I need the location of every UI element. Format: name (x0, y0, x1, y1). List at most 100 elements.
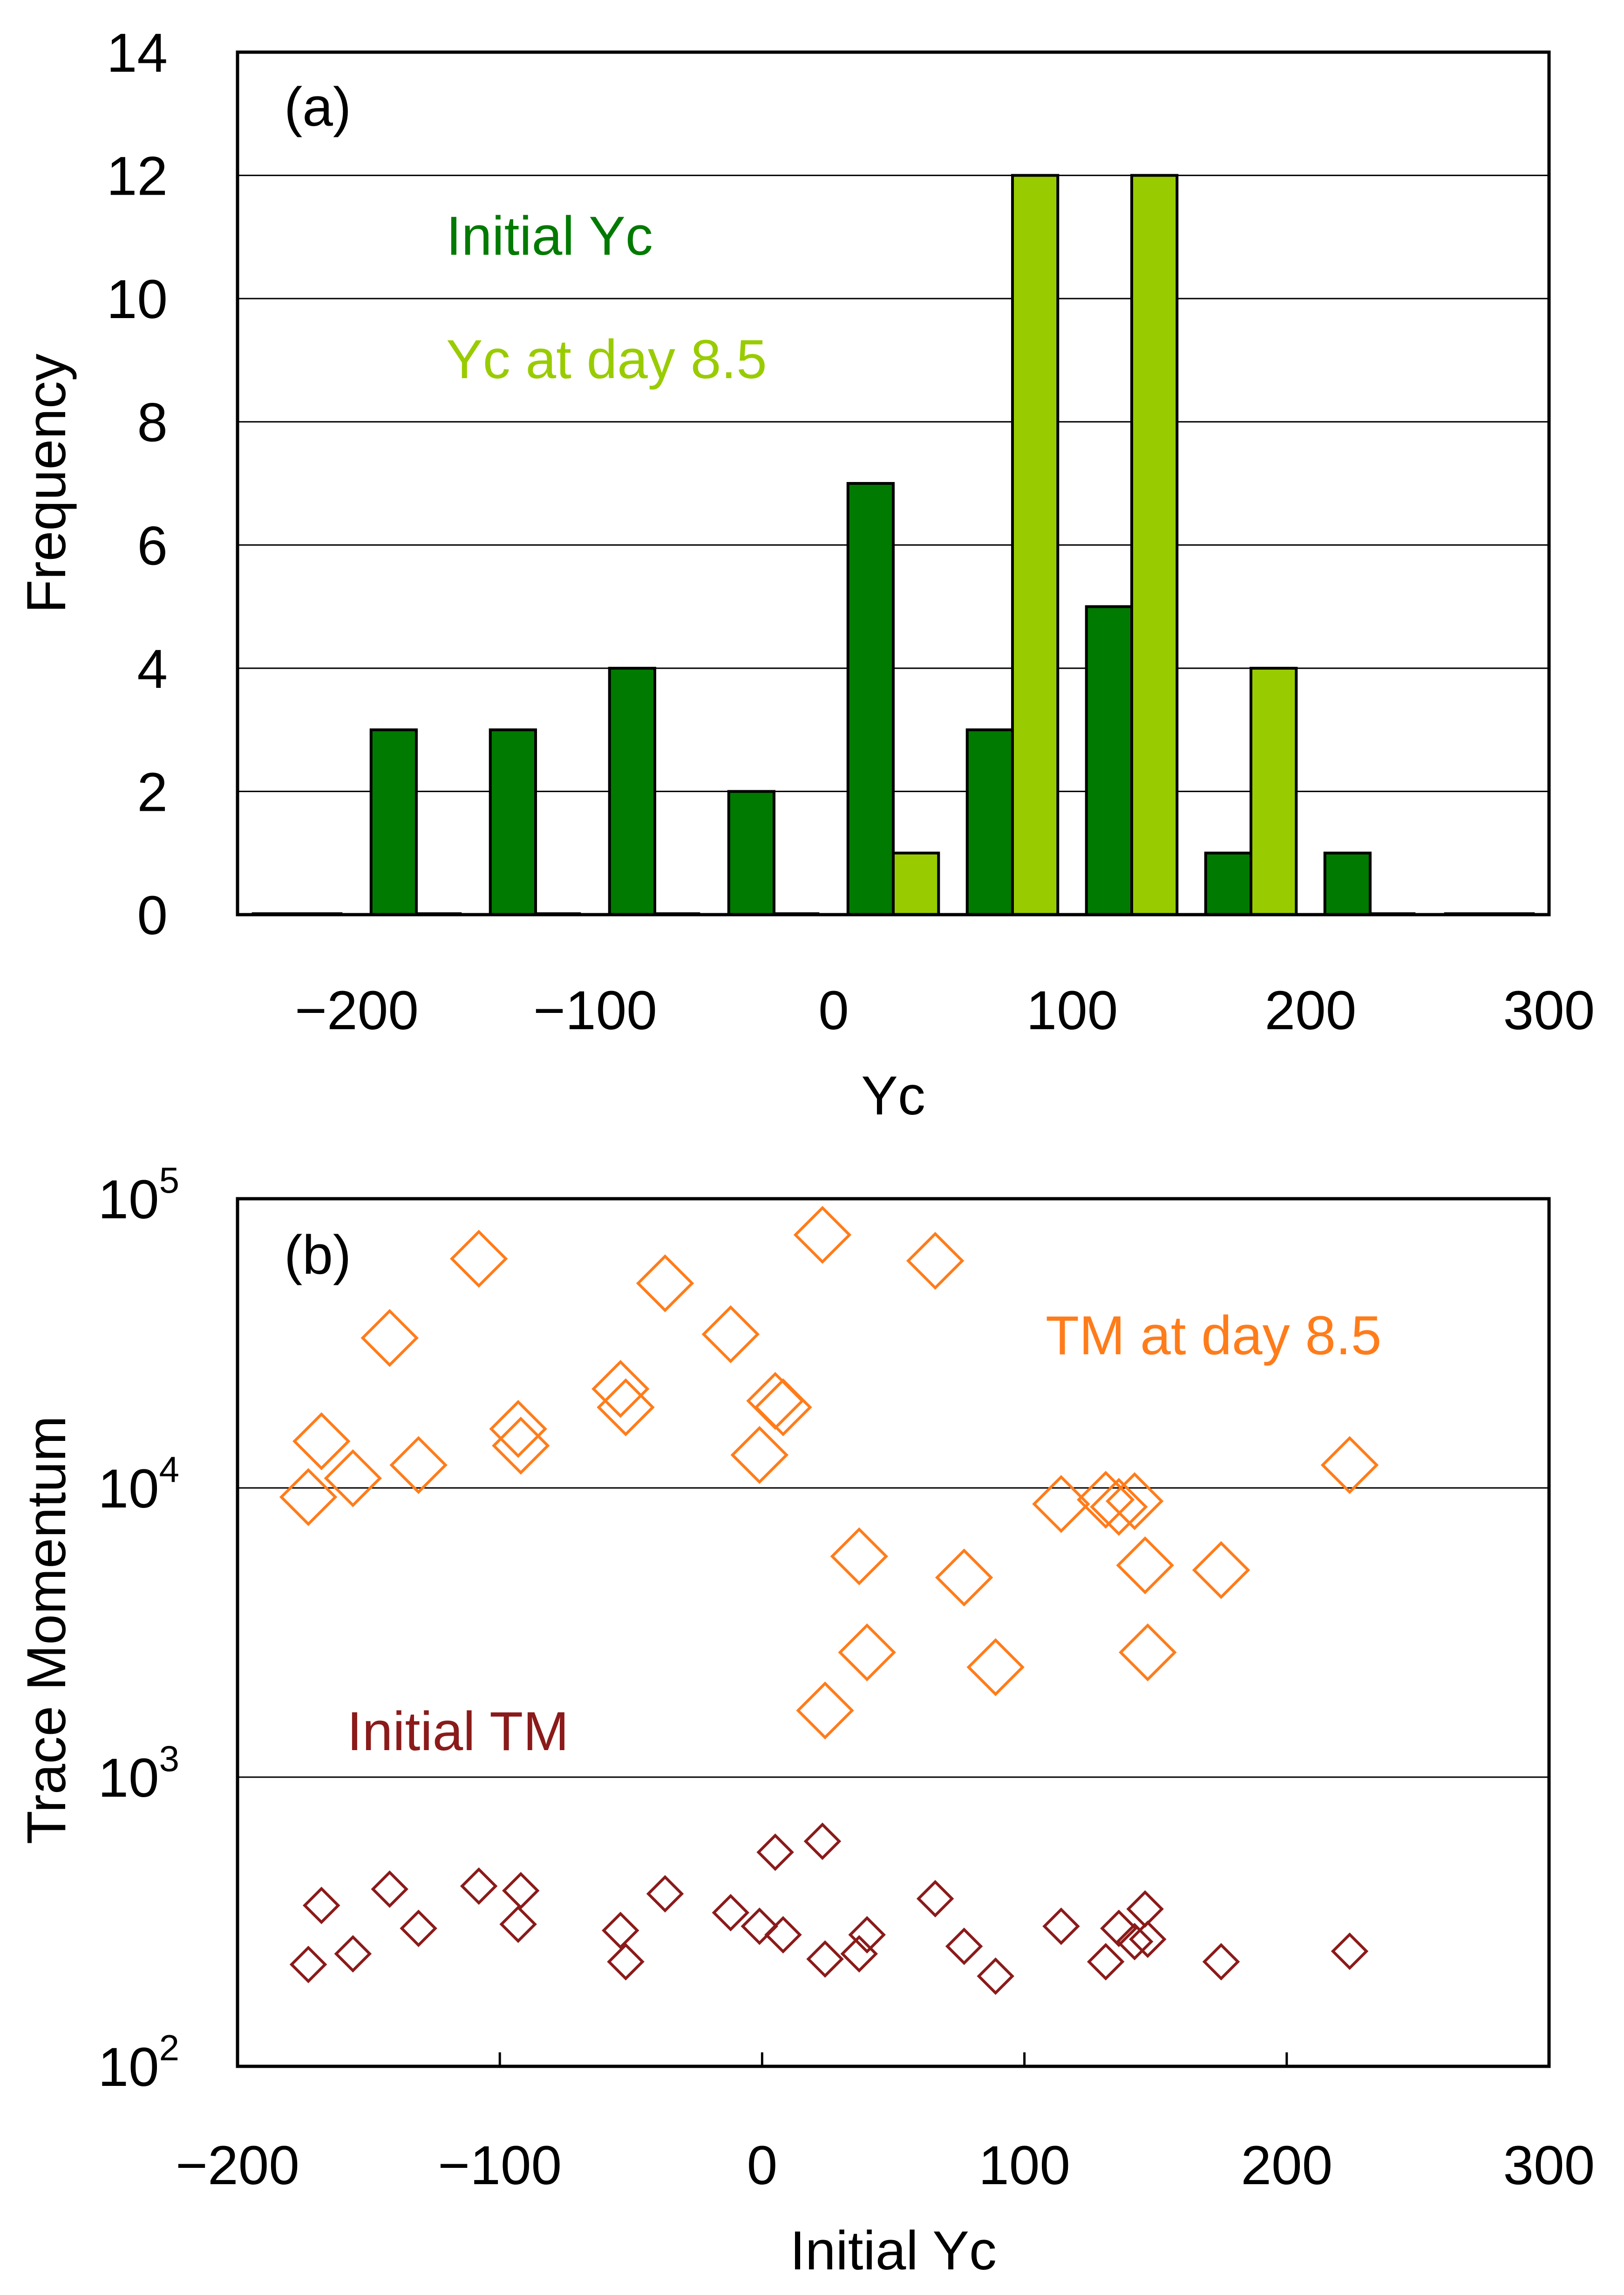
point-tm-at-day-8-5 (1105, 1472, 1164, 1530)
point-initial-tm (1100, 1909, 1138, 1947)
bar-initial-yc (1323, 851, 1372, 916)
panel-b-plot-frame (236, 1197, 1551, 2068)
panel-b-y-tick-label: 104 (98, 1449, 179, 1520)
point-tm-at-day-8-5 (966, 1638, 1025, 1697)
point-initial-tm (502, 1872, 540, 1910)
point-initial-tm (1042, 1908, 1080, 1945)
point-initial-tm (499, 1905, 537, 1943)
point-tm-at-day-8-5 (591, 1360, 650, 1418)
bar-initial-yc (489, 728, 537, 916)
point-initial-tm (1126, 1890, 1164, 1928)
point-tm-at-day-8-5 (906, 1232, 965, 1290)
point-initial-tm (741, 1908, 779, 1945)
panel-a-y-tick-label: 0 (137, 885, 168, 946)
point-initial-tm (289, 1946, 327, 1983)
point-initial-tm (977, 1957, 1014, 1995)
panel-a-x-axis-label: Yc (861, 1065, 925, 1127)
panel-a-x-tick-label: −200 (295, 980, 419, 1041)
bar-initial-yc (608, 666, 656, 917)
panel-a-y-tick-label: 10 (107, 269, 168, 330)
panel-a-x-tick-label: 100 (1026, 980, 1118, 1041)
point-initial-tm (460, 1867, 498, 1905)
point-initial-tm (1331, 1932, 1369, 1970)
bar-initial-yc (369, 728, 418, 916)
panel-b-x-tick-label: −200 (176, 2135, 299, 2196)
panel-b-x-tick-label: 300 (1503, 2135, 1595, 2196)
point-initial-tm (916, 1880, 954, 1918)
point-tm-at-day-8-5 (292, 1412, 351, 1471)
point-tm-at-day-8-5 (389, 1436, 448, 1494)
panel-a-y-tick-label: 4 (137, 638, 168, 700)
point-initial-tm (803, 1822, 842, 1860)
panel-a-label: (a) (284, 76, 351, 138)
panel-a-x-tick-label: 200 (1265, 980, 1357, 1041)
point-initial-tm (602, 1911, 639, 1949)
point-tm-at-day-8-5 (935, 1548, 993, 1607)
panel-a-x-tick-label: 300 (1503, 980, 1595, 1041)
bar-initial-yc (1085, 605, 1133, 916)
point-initial-tm (1129, 1920, 1167, 1958)
point-tm-at-day-8-5 (746, 1372, 804, 1430)
bar-initial-yc (727, 790, 775, 917)
point-tm-at-day-8-5 (754, 1378, 812, 1437)
point-tm-at-day-8-5 (830, 1527, 889, 1586)
panel-a-plot-frame (236, 50, 1551, 917)
point-tm-at-day-8-5 (597, 1378, 655, 1437)
bar-yc-at-day-8-5 (1130, 174, 1179, 917)
bar-initial-yc (965, 728, 1014, 916)
point-tm-at-day-8-5 (279, 1468, 338, 1526)
point-initial-tm (1087, 1943, 1125, 1981)
point-tm-at-day-8-5 (1320, 1436, 1379, 1494)
bar-yc-at-day-8-5 (892, 851, 940, 916)
panel-b-scatter: 102 103 104 105 −200 −100 0 100 200 300 (b) TM a… (16, 1160, 1595, 2281)
panel-b-y-tick-label: 105 (98, 1160, 179, 1230)
point-initial-tm (371, 1870, 408, 1908)
panel-a-y-tick-label: 2 (137, 761, 168, 823)
point-initial-tm (712, 1894, 750, 1932)
panel-b-x-tick-label: 0 (747, 2135, 778, 2196)
point-initial-tm (764, 1916, 802, 1954)
point-initial-tm (756, 1833, 794, 1871)
bar-initial-yc (1204, 851, 1252, 916)
legend-yc-day-8-5: Yc at day 8.5 (446, 329, 767, 390)
legend-tm-day-8-5: TM at day 8.5 (1046, 1305, 1381, 1366)
point-tm-at-day-8-5 (1116, 1536, 1174, 1595)
panel-b-y-tick-labels: 102 103 104 105 (98, 1160, 179, 2098)
point-tm-at-day-8-5 (796, 1681, 854, 1740)
legend-initial-tm: Initial TM (347, 1701, 569, 1762)
point-initial-tm (806, 1940, 844, 1978)
point-initial-tm (1202, 1943, 1240, 1981)
point-tm-at-day-8-5 (701, 1305, 760, 1364)
point-initial-tm (646, 1875, 684, 1913)
bar-initial-yc (846, 482, 895, 916)
panel-a-y-tick-label: 12 (107, 146, 168, 207)
point-initial-tm (848, 1916, 886, 1954)
panel-a-y-tick-label: 14 (107, 22, 168, 84)
point-tm-at-day-8-5 (793, 1206, 852, 1264)
panel-b-points (279, 1206, 1379, 1995)
panel-b-y-axis-label: Trace Momentum (16, 1416, 77, 1844)
panel-b-gridlines (238, 1487, 1549, 2066)
panel-b-y-tick-label: 103 (98, 1738, 179, 1809)
point-tm-at-day-8-5 (636, 1254, 694, 1312)
point-initial-tm (334, 1935, 372, 1973)
panel-b-y-tick-label: 102 (98, 2027, 179, 2098)
point-tm-at-day-8-5 (492, 1417, 550, 1475)
point-initial-tm (400, 1909, 437, 1947)
panel-a-y-tick-label: 8 (137, 392, 168, 454)
bar-yc-at-day-8-5 (1011, 174, 1060, 917)
point-tm-at-day-8-5 (489, 1399, 547, 1458)
panel-a-y-tick-label: 6 (137, 515, 168, 577)
point-tm-at-day-8-5 (1032, 1475, 1090, 1533)
point-tm-at-day-8-5 (1192, 1541, 1250, 1599)
panel-b-label: (b) (284, 1224, 351, 1286)
point-tm-at-day-8-5 (360, 1309, 419, 1367)
point-tm-at-day-8-5 (449, 1229, 508, 1288)
point-tm-at-day-8-5 (1076, 1471, 1135, 1529)
point-tm-at-day-8-5 (838, 1623, 896, 1682)
panel-a-y-axis-label: Frequency (16, 353, 77, 613)
point-tm-at-day-8-5 (730, 1426, 789, 1484)
bar-yc-at-day-8-5 (1250, 666, 1298, 917)
panel-b-x-tick-label: 100 (978, 2135, 1070, 2196)
